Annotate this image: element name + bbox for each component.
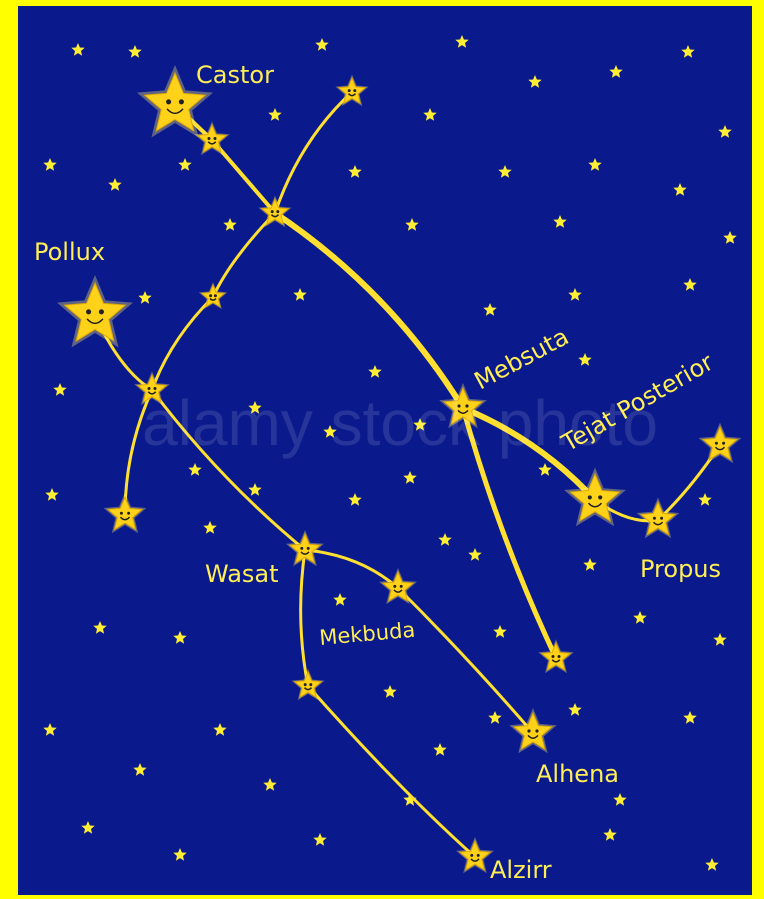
star-eye xyxy=(588,495,592,499)
star-label: Pollux xyxy=(34,238,105,266)
star-eye xyxy=(527,729,530,732)
star-eye xyxy=(393,585,396,588)
star-eye xyxy=(166,99,171,104)
star-eye xyxy=(309,683,312,686)
star-label: Alzirr xyxy=(490,856,552,884)
star-eye xyxy=(470,854,473,857)
star-eye xyxy=(120,512,123,515)
star-eye xyxy=(300,547,303,550)
star-eye xyxy=(535,729,538,732)
star-eye xyxy=(304,683,307,686)
star-eye xyxy=(214,137,217,140)
star-label: Wasat xyxy=(205,560,279,588)
star-eye xyxy=(208,137,211,140)
star-eye xyxy=(214,294,217,297)
star-label: Alhena xyxy=(536,760,619,788)
star-eye xyxy=(353,89,356,92)
star-eye xyxy=(179,99,184,104)
star-eye xyxy=(276,210,279,213)
star-eye xyxy=(271,210,274,213)
star-eye xyxy=(127,512,130,515)
star-eye xyxy=(722,442,725,445)
star-eye xyxy=(400,585,403,588)
star-label: Propus xyxy=(640,555,721,583)
star-eye xyxy=(86,309,91,314)
star-eye xyxy=(558,655,561,658)
star-eye xyxy=(307,547,310,550)
star-eye xyxy=(660,517,663,520)
star-eye xyxy=(477,854,480,857)
star-eye xyxy=(348,89,351,92)
star-label: Castor xyxy=(196,61,274,89)
star-eye xyxy=(598,495,602,499)
illustration: alamy stock photo Castor Pollux Mebsuta … xyxy=(0,0,764,899)
star-eye xyxy=(715,442,718,445)
star-eye xyxy=(99,309,104,314)
star-eye xyxy=(653,517,656,520)
star-eye xyxy=(209,294,212,297)
star-eye xyxy=(552,655,555,658)
